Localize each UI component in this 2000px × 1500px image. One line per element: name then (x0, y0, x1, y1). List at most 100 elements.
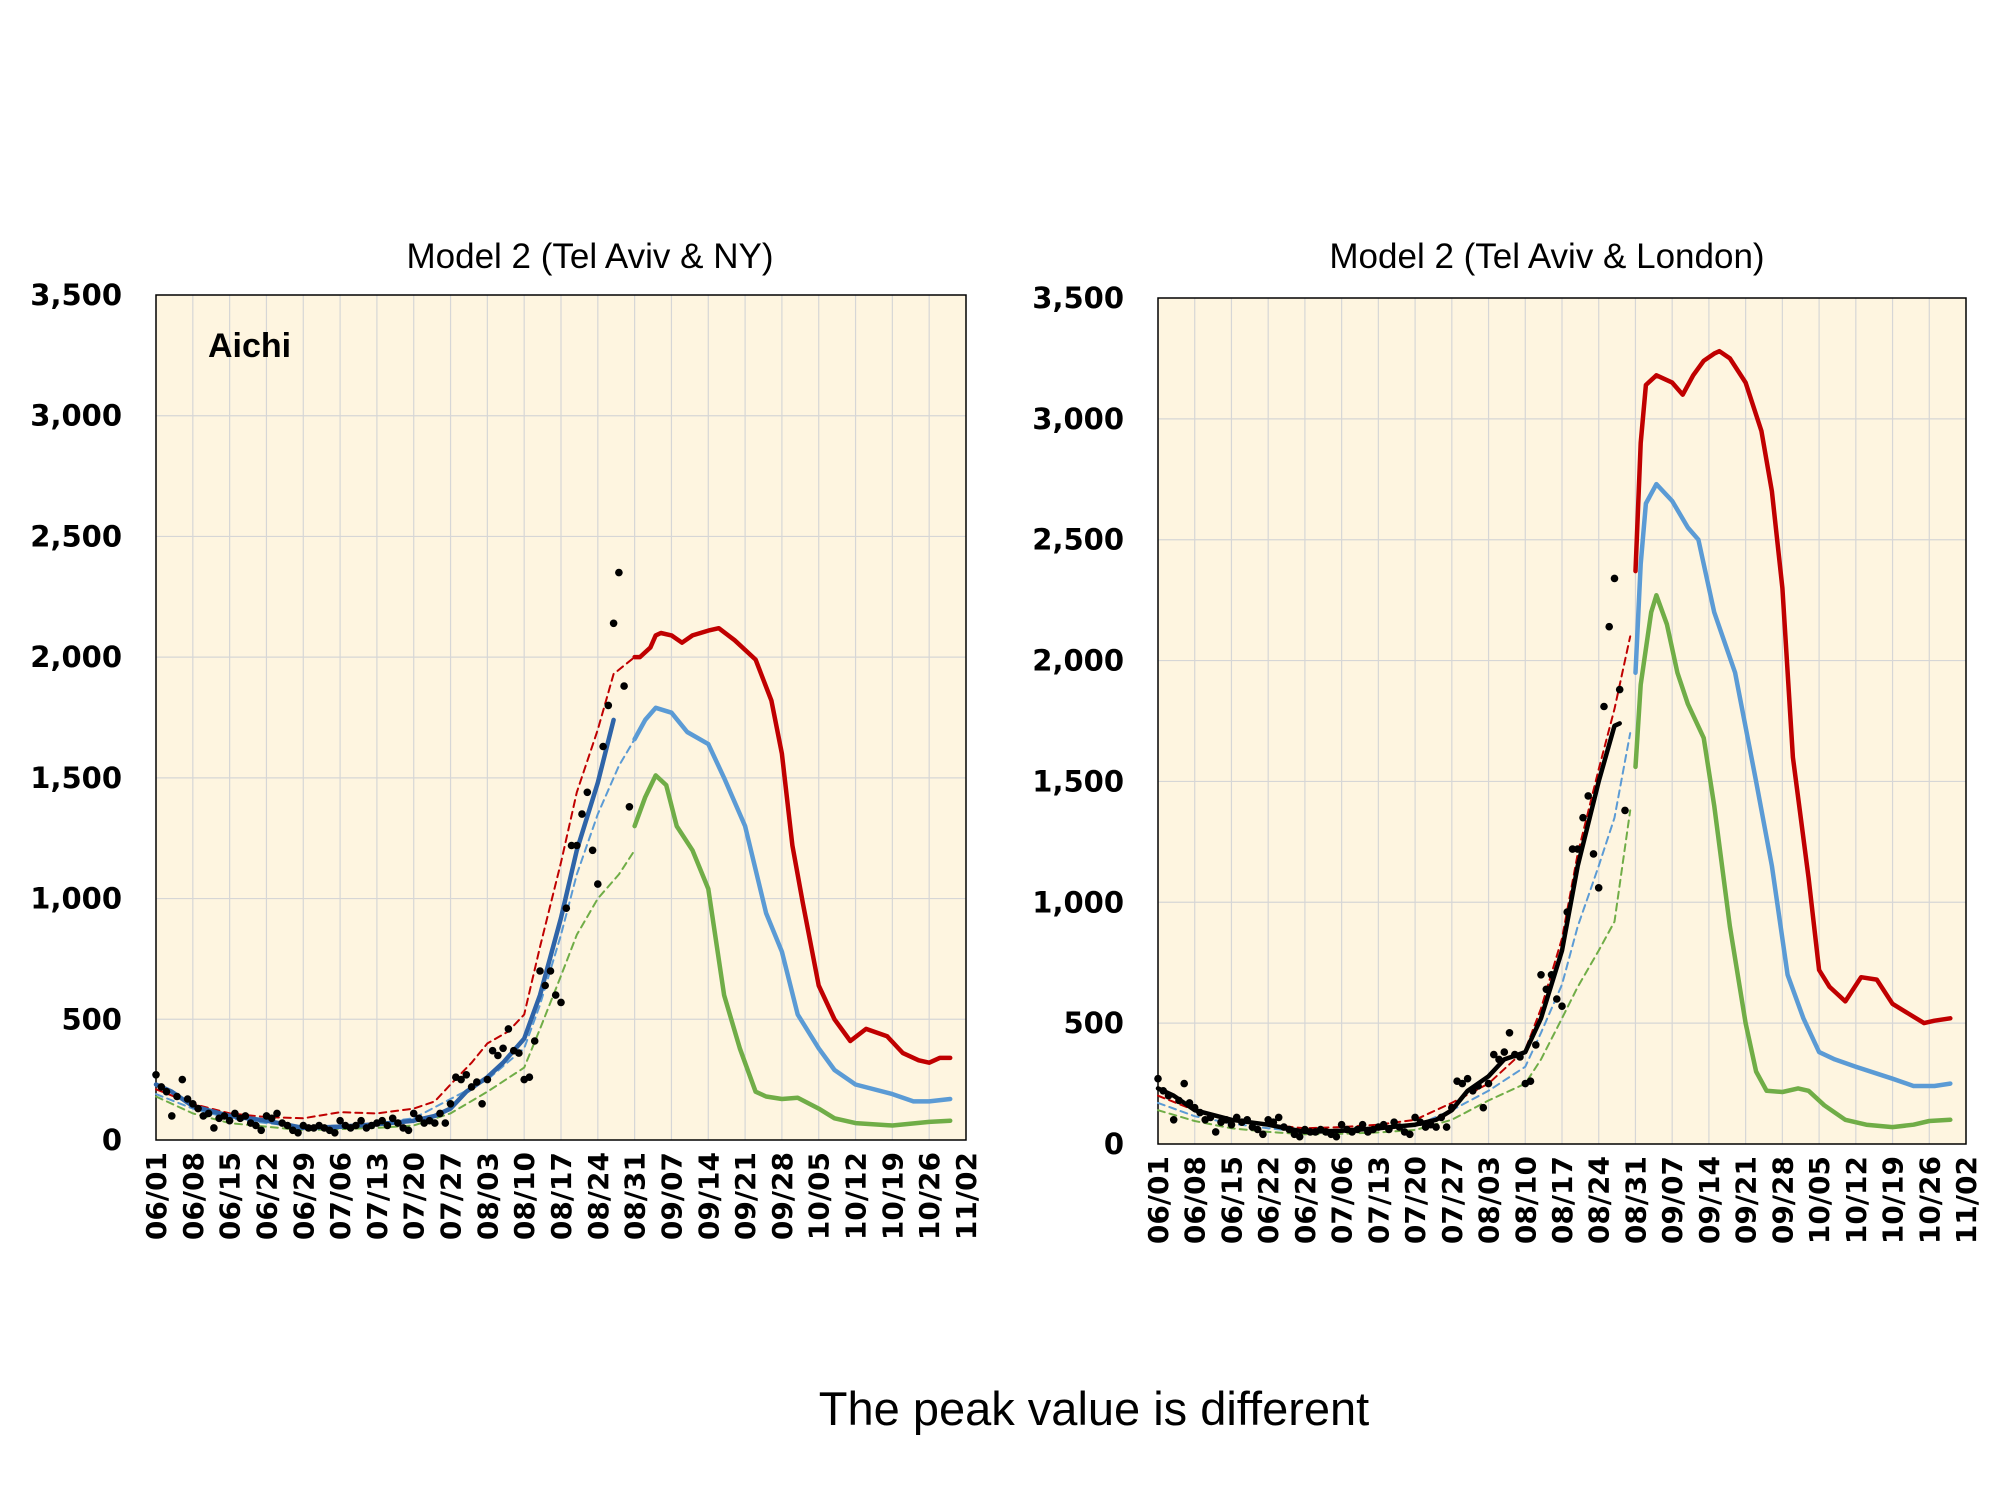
data-point (1547, 971, 1556, 979)
data-point (336, 1116, 344, 1125)
series-line-projection-high (632, 625, 953, 1065)
data-point (1269, 1118, 1278, 1126)
y-tick-label: 1,000 (30, 882, 122, 916)
data-point (415, 1114, 423, 1123)
data-point (1500, 1048, 1509, 1056)
data-point (467, 1083, 476, 1091)
y-axis-right: 0 500 1,000 1,500 2,000 2,500 3,000 3,500 (1032, 281, 1124, 1161)
data-point (1232, 1113, 1241, 1122)
x-axis-left: 06/01 06/08 06/15 06/22 06/29 07/06 07/13 07/20… (140, 1152, 983, 1240)
x-tick-label: 08/10 (508, 1152, 541, 1240)
data-point (178, 1075, 187, 1084)
x-tick-label: 10/19 (1877, 1156, 1910, 1244)
series-line-projection-low (1633, 593, 1953, 1130)
y-tick-label: 3,000 (30, 399, 122, 433)
data-point (1154, 1074, 1162, 1083)
y-axis-left: 0 500 1,000 1,500 2,000 2,500 3,000 3,500 (30, 278, 122, 1157)
data-point (383, 1121, 392, 1130)
data-point (494, 1051, 502, 1060)
x-tick-label: 07/27 (435, 1152, 468, 1240)
data-point (1532, 1041, 1540, 1049)
data-point (267, 1114, 276, 1123)
data-point (541, 981, 549, 990)
data-point (220, 1112, 229, 1120)
data-point (273, 1109, 281, 1118)
data-point (1479, 1103, 1488, 1112)
data-point (1222, 1116, 1230, 1124)
data-point (231, 1109, 239, 1118)
data-point (1458, 1079, 1467, 1088)
x-tick-label: 06/15 (1215, 1156, 1248, 1244)
x-tick-label: 09/21 (729, 1152, 762, 1240)
data-point (157, 1083, 166, 1091)
x-tick-label: 06/01 (1142, 1156, 1175, 1244)
data-point (562, 904, 571, 912)
data-point (1558, 1002, 1566, 1010)
data-point (1526, 1077, 1535, 1085)
data-point (394, 1119, 402, 1127)
y-tick-label: 1,500 (1032, 764, 1124, 798)
chart-title-right: Model 2 (Tel Aviv & London) (1329, 237, 1764, 276)
data-point (536, 967, 544, 975)
data-point (609, 619, 618, 628)
x-tick-label: 08/17 (545, 1152, 578, 1240)
data-point (1568, 845, 1577, 853)
data-point (588, 846, 597, 855)
y-tick-label: 0 (1104, 1127, 1124, 1161)
data-point (168, 1112, 176, 1120)
x-tick-label: 09/28 (1766, 1156, 1799, 1244)
x-tick-label: 08/17 (1546, 1156, 1579, 1244)
y-tick-label: 1,000 (1032, 885, 1124, 919)
x-tick-label: 07/13 (1362, 1156, 1395, 1244)
x-tick-label: 11/02 (1950, 1156, 1983, 1244)
data-point (615, 568, 623, 577)
observed-points-left (152, 568, 634, 1137)
x-tick-label: 08/03 (471, 1152, 504, 1240)
y-tick-label: 2,000 (1032, 644, 1124, 678)
y-tick-label: 2,500 (30, 519, 122, 553)
data-point (1190, 1103, 1199, 1112)
data-point (546, 967, 555, 975)
data-point (473, 1078, 481, 1086)
data-point (225, 1116, 234, 1125)
x-tick-label: 07/06 (324, 1152, 357, 1240)
x-tick-label: 06/01 (140, 1152, 173, 1240)
x-tick-label: 09/07 (655, 1152, 688, 1240)
x-tick-label: 08/24 (1583, 1156, 1616, 1244)
data-point (304, 1124, 313, 1132)
data-point (1505, 1029, 1514, 1037)
data-point (604, 701, 613, 710)
data-point (162, 1087, 171, 1096)
x-tick-label: 09/28 (766, 1152, 799, 1240)
data-point (594, 880, 602, 888)
data-point (1600, 702, 1608, 711)
data-point (1379, 1120, 1388, 1129)
x-tick-label: 07/20 (398, 1152, 431, 1240)
data-point (1432, 1123, 1440, 1131)
data-point (378, 1116, 387, 1125)
data-point (436, 1109, 444, 1118)
data-point (204, 1109, 213, 1118)
x-tick-label: 08/24 (582, 1152, 615, 1240)
y-tick-label: 0 (102, 1123, 122, 1157)
data-point (183, 1095, 192, 1103)
data-point (1484, 1079, 1493, 1088)
data-point (1579, 813, 1587, 822)
region-label: Aichi (208, 327, 291, 365)
data-point (1406, 1130, 1414, 1139)
data-point (1159, 1087, 1167, 1095)
x-tick-label: 11/02 (950, 1152, 983, 1240)
data-point (488, 1046, 497, 1055)
y-tick-label: 500 (1063, 1006, 1124, 1040)
data-point (1295, 1132, 1304, 1141)
data-point (1542, 985, 1551, 994)
data-point (1584, 792, 1592, 800)
data-point (1594, 884, 1603, 892)
data-point (1196, 1108, 1204, 1117)
series-line-projection-mid (632, 705, 953, 1104)
data-point (457, 1075, 465, 1084)
data-point (1175, 1096, 1183, 1105)
series-line-projection-low (632, 773, 953, 1128)
data-point (1180, 1079, 1188, 1088)
data-point (620, 682, 628, 690)
